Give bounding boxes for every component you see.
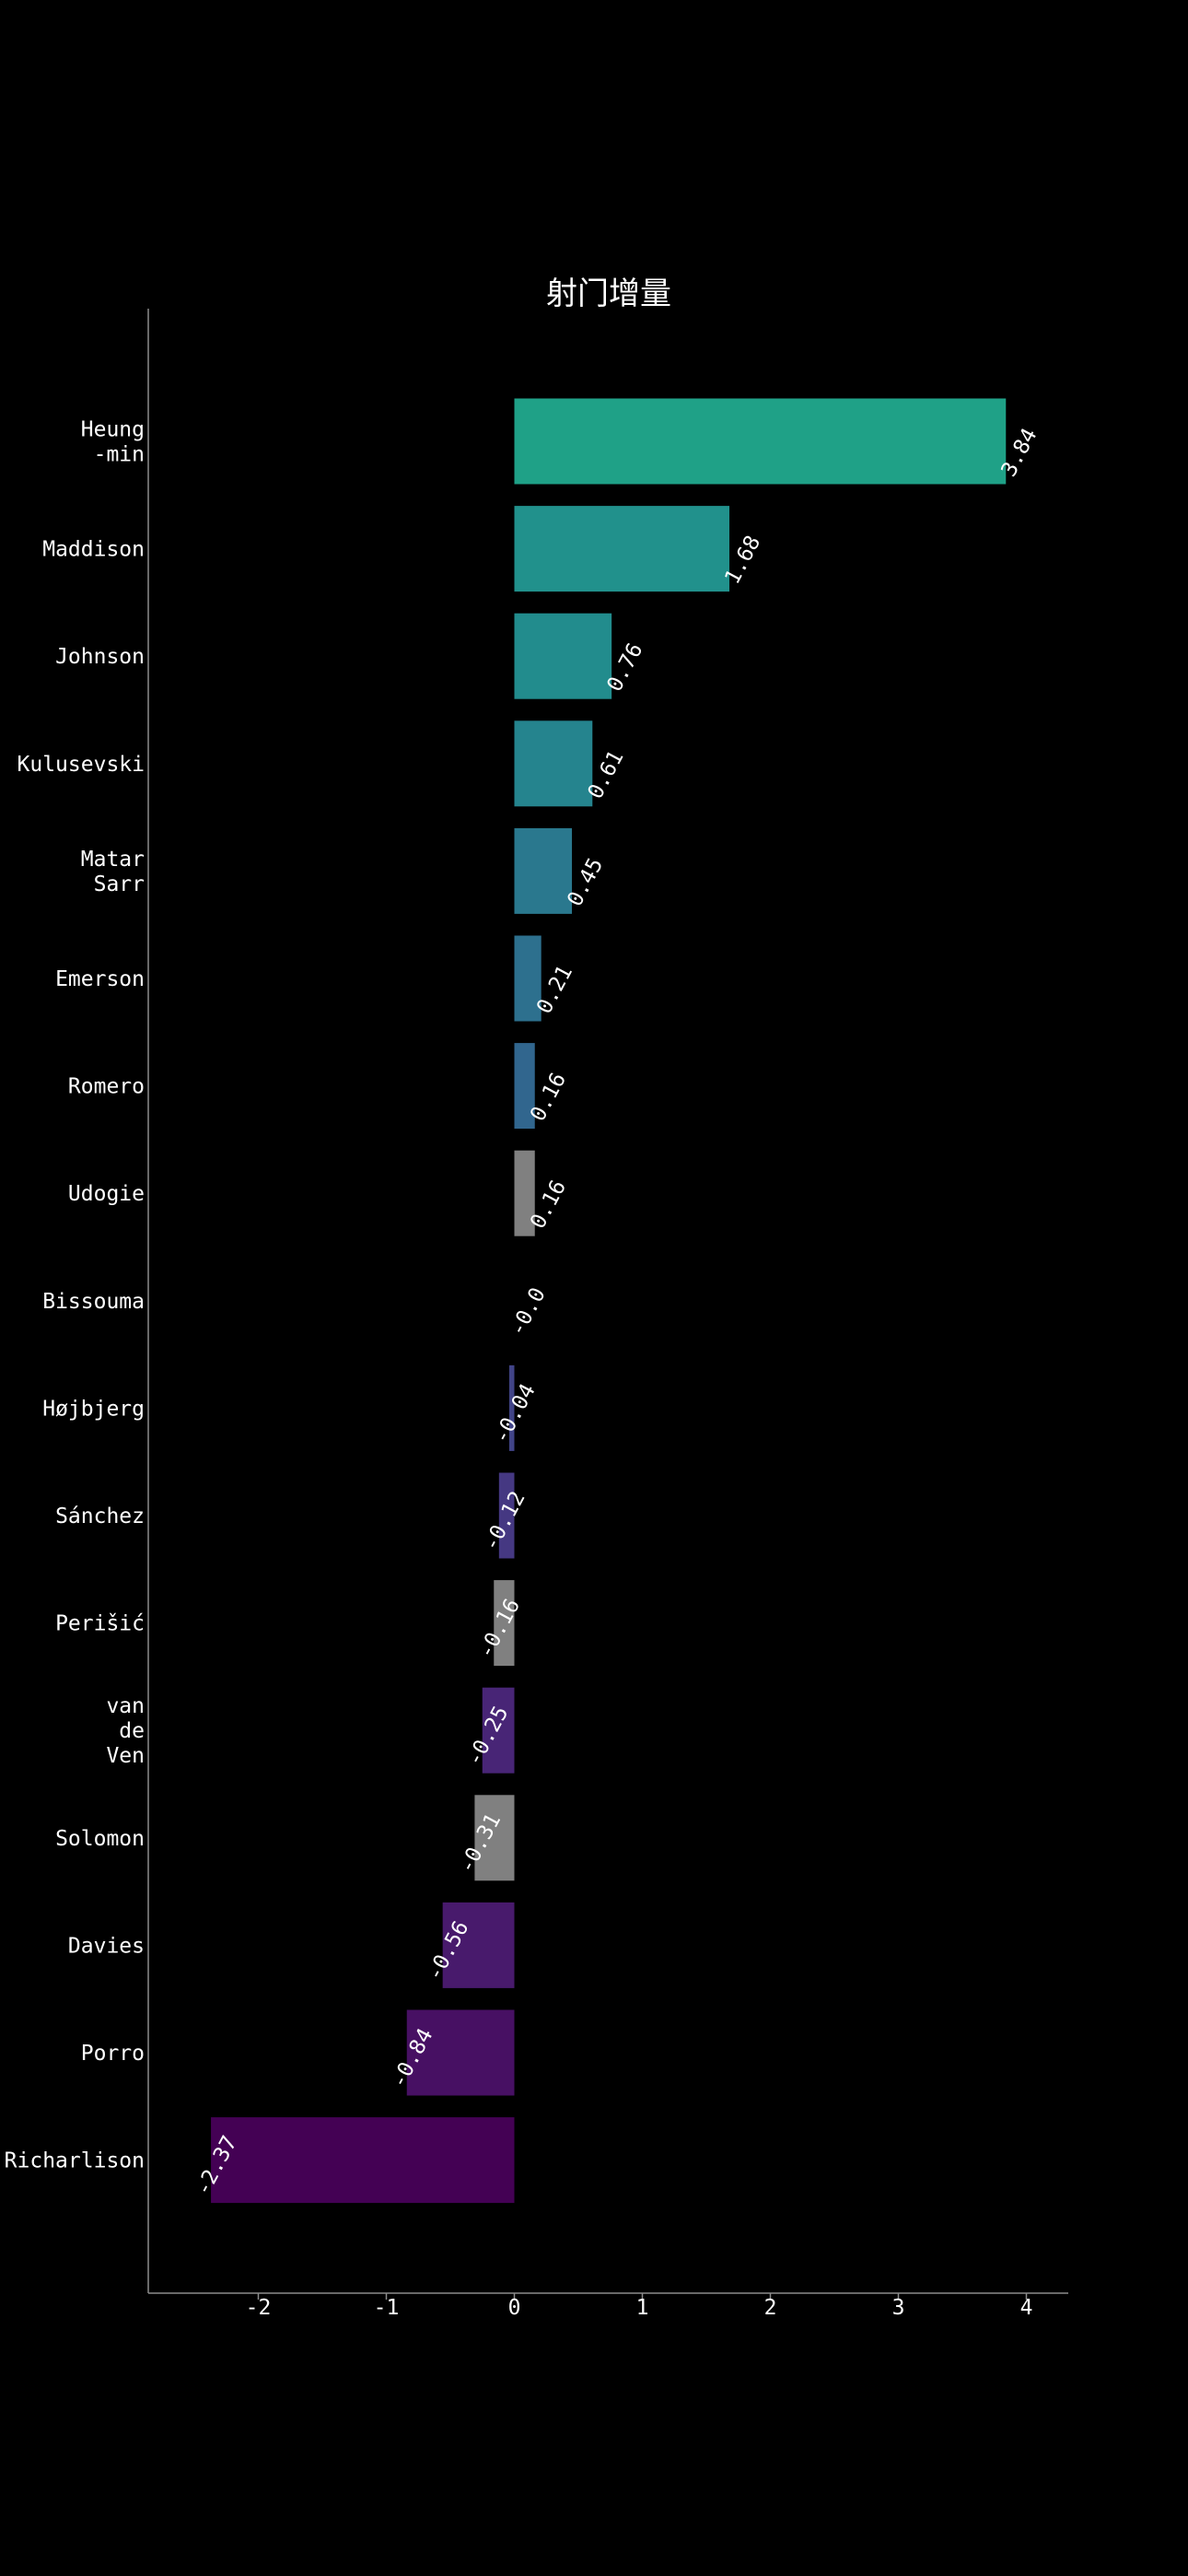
bar: [514, 506, 730, 592]
bar: [508, 1364, 515, 1451]
bar: [474, 1795, 515, 1881]
category-label: Davies: [68, 1934, 145, 1958]
category-label: van de Ven: [106, 1694, 145, 1768]
bar: [498, 1472, 515, 1559]
bars-layer: [211, 398, 1007, 2204]
value-label: -0.04: [489, 1380, 540, 1447]
value-labels: 3.841.680.760.610.450.210.160.16-0.0-0.0…: [191, 425, 1042, 2200]
category-label: Johnson: [55, 645, 145, 669]
x-tick-label: 0: [508, 2296, 521, 2320]
bar: [211, 2117, 515, 2204]
category-label: Udogie: [68, 1182, 145, 1206]
x-tick-label: 2: [764, 2296, 777, 2320]
bar: [442, 1902, 515, 1988]
x-tick-label: 4: [1020, 2296, 1033, 2320]
category-label: Matar Sarr: [81, 848, 145, 896]
bar: [514, 613, 612, 699]
value-label: -0.0: [506, 1284, 551, 1341]
x-tick-label: -2: [246, 2296, 272, 2320]
x-tick-label: 3: [892, 2296, 905, 2320]
bar: [406, 2009, 515, 2096]
bar: [514, 827, 573, 914]
category-label: Romero: [68, 1075, 145, 1099]
category-label: Solomon: [55, 1827, 145, 1851]
category-label: Heung -min: [81, 418, 145, 467]
category-label: Maddison: [42, 538, 145, 562]
value-label: -0.12: [479, 1487, 530, 1554]
category-label: Højbjerg: [42, 1397, 145, 1421]
chart-title: 射门增量: [546, 275, 671, 312]
bar: [494, 1580, 515, 1667]
bar: [514, 720, 593, 807]
bar: [514, 1150, 535, 1236]
category-label: Perišić: [55, 1612, 145, 1636]
x-ticks: -2 -1 0 1 2 3 4: [246, 2293, 1033, 2320]
category-label: Porro: [81, 2042, 145, 2066]
category-label: Emerson: [55, 967, 145, 991]
category-label: Sánchez: [55, 1505, 145, 1528]
category-labels: Heung -min Maddison Johnson Kulusevski Matar S…: [5, 418, 145, 2173]
x-tick-label: -1: [374, 2296, 400, 2320]
bar: [482, 1687, 515, 1774]
bar: [514, 398, 1007, 485]
bar: [514, 1043, 535, 1130]
bar: [514, 935, 542, 1022]
value-label: -0.16: [474, 1595, 525, 1662]
category-label: Bissouma: [42, 1290, 145, 1314]
category-label: Richarlison: [5, 2149, 145, 2173]
category-label: Kulusevski: [17, 753, 145, 777]
x-tick-label: 1: [636, 2296, 649, 2320]
